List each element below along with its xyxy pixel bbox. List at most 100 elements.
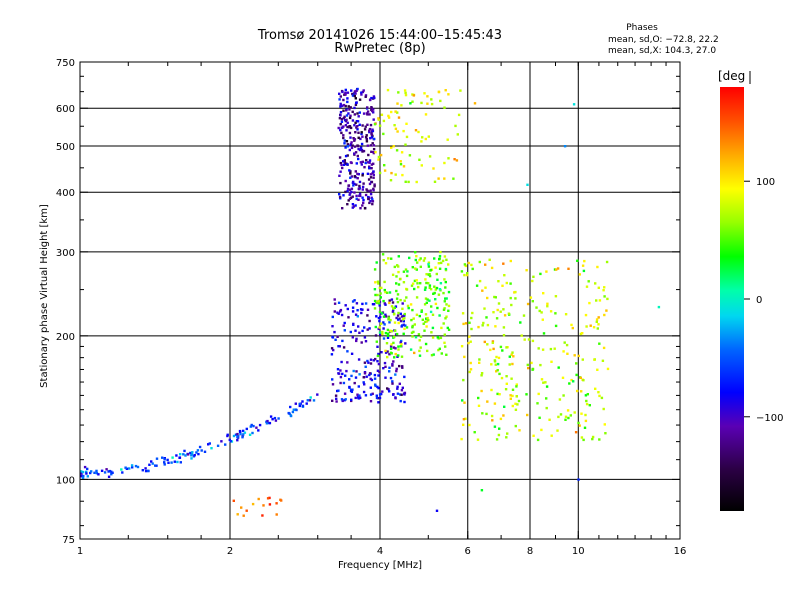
data-point [542,332,546,335]
data-point [564,313,568,316]
data-point [340,398,344,401]
data-point [596,265,599,269]
data-point [389,351,393,354]
data-point [364,94,368,97]
data-point [486,400,489,403]
data-point [291,410,295,414]
data-point [360,163,363,166]
data-point [562,350,565,353]
data-point [357,115,360,118]
data-point [490,266,494,270]
data-point [345,114,349,117]
data-point [341,399,344,403]
data-point [348,108,351,111]
data-point [586,393,589,396]
data-point [454,124,457,128]
data-point [369,358,373,361]
data-point [508,363,511,366]
data-point [346,203,349,206]
data-point [337,389,340,392]
data-point [369,200,372,203]
data-point [257,429,260,432]
data-point [447,328,451,331]
data-point [388,299,391,302]
data-point [469,368,473,371]
data-point [426,298,429,301]
data-point [426,102,429,105]
data-point [401,386,404,389]
data-point [399,393,402,396]
data-point [248,433,252,436]
data-point [352,184,355,187]
data-point [370,136,374,139]
data-point [368,113,371,116]
data-point [333,310,336,313]
data-point [381,312,384,315]
data-point [461,312,465,315]
data-point [362,201,365,205]
data-point [387,116,391,119]
data-point [355,337,358,341]
data-point [86,475,89,478]
data-point [384,315,388,318]
data-point [423,329,426,332]
data-point [498,393,501,396]
data-point [391,273,395,276]
data-point [495,370,498,373]
data-point [405,296,408,299]
data-point [400,389,404,392]
data-point [186,453,190,456]
data-point [363,372,367,375]
data-point [411,308,414,312]
data-point [430,354,434,357]
data-point [377,117,380,120]
data-point [500,376,504,380]
data-point [124,466,127,469]
data-point [567,416,570,420]
data-point [365,134,368,137]
data-point [367,153,370,157]
data-point [182,453,185,456]
data-point [371,200,375,203]
data-point [351,119,355,122]
data-point [426,95,429,98]
data-point [386,334,390,337]
data-point [523,338,526,341]
data-point [432,167,435,170]
data-point [241,436,244,439]
data-point [365,188,368,191]
data-point [377,327,380,331]
data-point [554,295,558,298]
data-point [419,346,422,349]
data-point [360,132,363,136]
data-point [481,412,484,415]
data-point [444,317,447,320]
data-point [518,429,521,432]
data-point [408,154,412,157]
data-point [531,279,534,283]
data-point [480,389,483,393]
data-point [389,329,392,332]
data-point [377,158,380,161]
data-point [445,297,448,300]
data-point [427,263,430,266]
data-point [346,361,349,364]
data-point [546,305,549,308]
data-point [382,367,385,370]
data-point [344,91,347,95]
data-point [397,265,400,268]
data-point [509,282,512,285]
data-point [545,270,548,273]
data-point [373,123,377,126]
data-point [367,161,370,164]
data-point [343,329,346,332]
data-point [249,425,252,428]
data-point [384,349,387,353]
data-point [393,356,396,359]
data-point [349,136,352,139]
data-point [252,424,255,428]
data-point [360,93,363,96]
data-point [387,388,390,391]
data-point [349,172,352,175]
data-point [392,360,395,363]
